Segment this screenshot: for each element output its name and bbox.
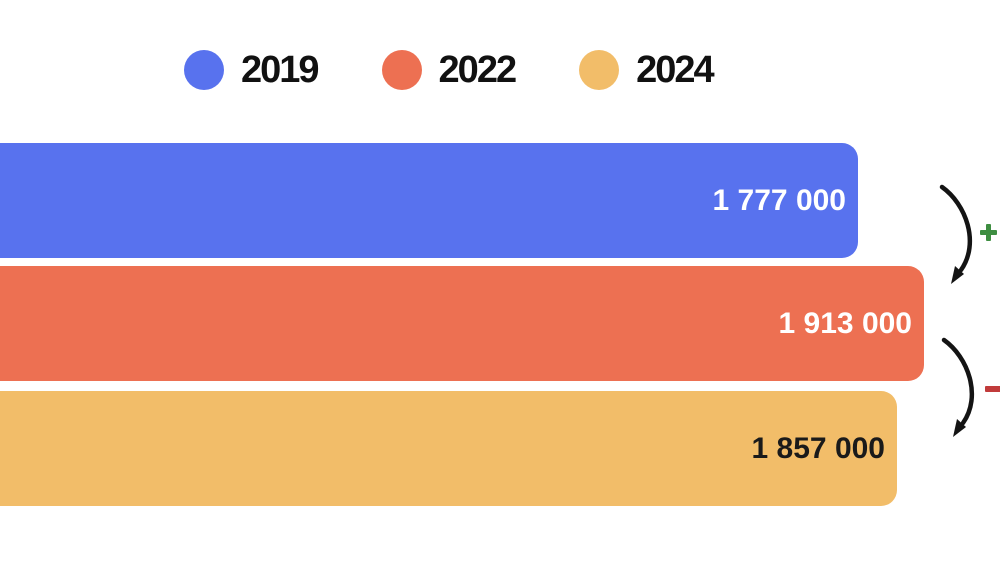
legend-label-2019: 2019 bbox=[241, 49, 320, 91]
bar-2019: 1 777 000 bbox=[0, 143, 858, 258]
bar-value-label-2024: 1 857 000 bbox=[751, 431, 885, 465]
increase-arrow-icon bbox=[939, 184, 972, 284]
bar-value-label-2019: 1 777 000 bbox=[712, 183, 846, 217]
legend-item-2022: 2022 bbox=[381, 49, 518, 91]
legend-swatch-2022-icon bbox=[381, 50, 422, 90]
legend-swatch-2019-icon bbox=[184, 50, 224, 90]
bar-2022: 1 913 000 bbox=[0, 266, 924, 381]
legend-label-2022: 2022 bbox=[438, 49, 518, 91]
decrease-arrow-icon bbox=[941, 337, 974, 437]
legend: 2019 2022 2024 bbox=[184, 49, 715, 91]
legend-item-2019: 2019 bbox=[184, 49, 320, 91]
minus-sign-icon bbox=[985, 386, 1000, 392]
plus-sign-icon bbox=[980, 224, 997, 241]
legend-item-2024: 2024 bbox=[579, 49, 715, 91]
legend-label-2024: 2024 bbox=[636, 49, 715, 91]
legend-swatch-2024-icon bbox=[579, 50, 620, 90]
bar-value-label-2022: 1 913 000 bbox=[778, 306, 912, 340]
bar-2024: 1 857 000 bbox=[0, 391, 897, 506]
